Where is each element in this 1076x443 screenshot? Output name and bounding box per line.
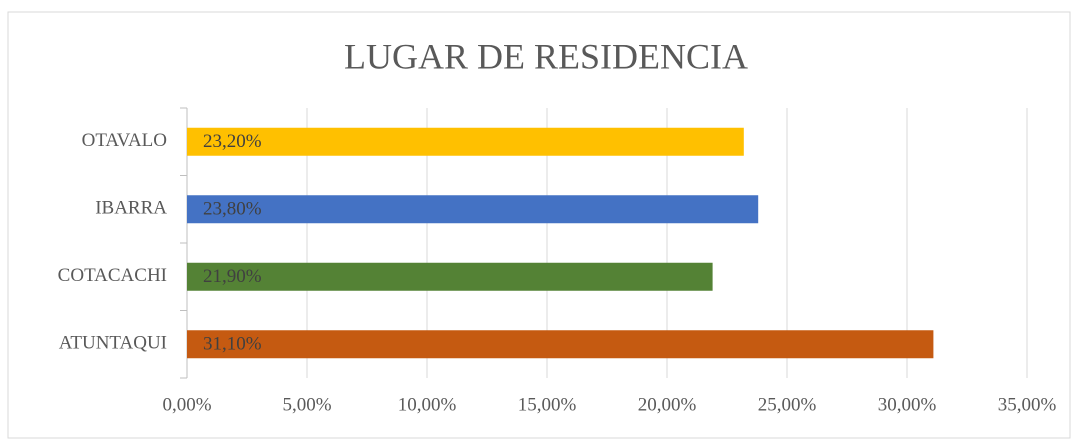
value-label: 21,90% <box>203 266 262 287</box>
x-tick-label: 30,00% <box>878 394 937 415</box>
value-label: 31,10% <box>203 334 262 355</box>
value-label: 23,20% <box>203 131 262 152</box>
y-tick-label: COTACACHI <box>58 265 167 286</box>
bar <box>187 127 744 156</box>
y-tick-label: ATUNTAQUI <box>59 333 167 354</box>
y-tick-label: IBARRA <box>95 198 167 219</box>
x-tick-label: 0,00% <box>162 394 211 415</box>
x-tick-label: 15,00% <box>518 394 577 415</box>
x-tick-label: 25,00% <box>758 394 817 415</box>
value-label: 23,80% <box>203 199 262 220</box>
x-tick-label: 20,00% <box>638 394 697 415</box>
bar <box>187 262 713 291</box>
chart-title: LUGAR DE RESIDENCIA <box>344 36 748 76</box>
bar <box>187 330 934 359</box>
bar <box>187 195 759 224</box>
x-tick-label: 5,00% <box>282 394 331 415</box>
y-tick-label: OTAVALO <box>82 130 167 151</box>
chart-border <box>7 11 1071 439</box>
x-tick-label: 10,00% <box>398 394 457 415</box>
x-tick-label: 35,00% <box>998 394 1057 415</box>
